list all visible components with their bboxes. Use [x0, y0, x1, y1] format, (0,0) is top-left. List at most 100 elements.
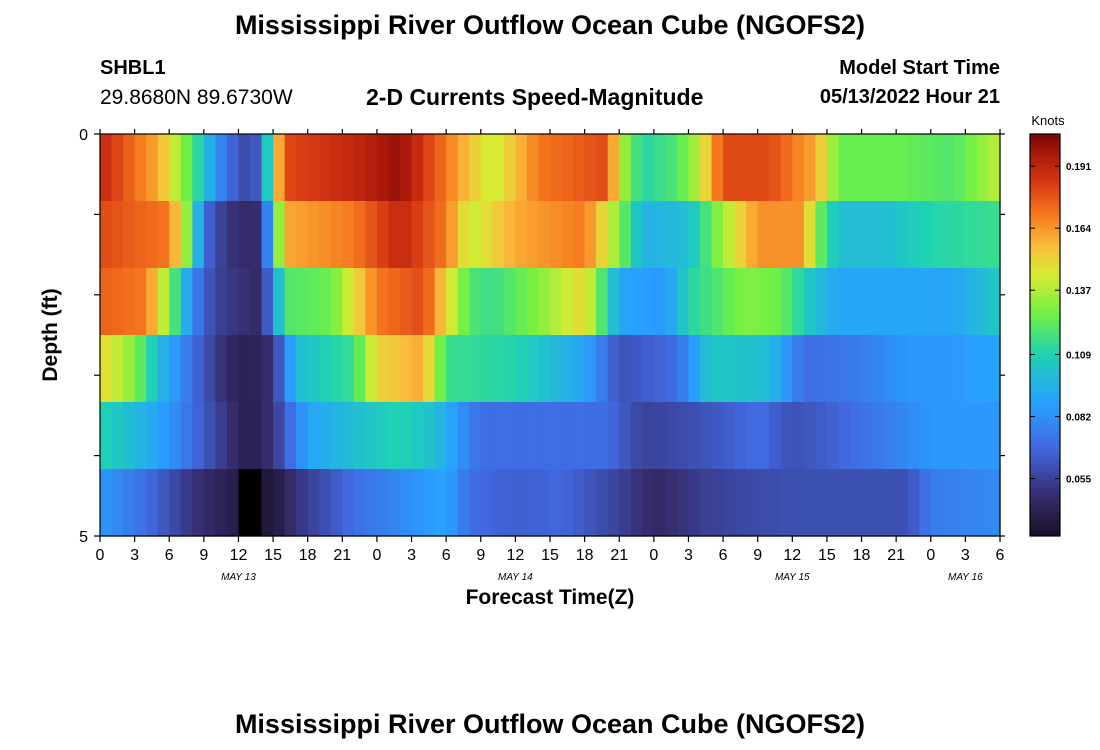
heatmap-cell [676, 134, 690, 202]
heatmap-cell [353, 268, 366, 336]
heatmap-cell [826, 335, 840, 403]
heatmap-cell [388, 402, 401, 470]
heatmap-cell [676, 402, 690, 470]
heatmap-cell [607, 134, 620, 202]
x-tick-label: 6 [442, 547, 451, 564]
heatmap-cell [919, 201, 932, 269]
heatmap-cell [861, 134, 874, 202]
heatmap-cell [676, 335, 690, 403]
heatmap-cell [100, 469, 113, 537]
heatmap-cell [330, 268, 343, 336]
heatmap-cell [319, 268, 332, 336]
heatmap-cell [976, 402, 990, 470]
heatmap-cell [526, 335, 540, 403]
heatmap-cell [930, 268, 943, 336]
heatmap-cell [711, 469, 724, 537]
heatmap-cell [376, 134, 390, 202]
heatmap-cell [146, 469, 159, 537]
heatmap-cell [573, 402, 586, 470]
heatmap-cell [515, 134, 528, 202]
heatmap-cell [469, 134, 482, 202]
heatmap-cell [492, 268, 505, 336]
heatmap-cell [192, 469, 205, 537]
heatmap-cell [769, 134, 782, 202]
heatmap-cell [815, 201, 828, 269]
heatmap-cell [134, 469, 147, 537]
heatmap-cell [434, 335, 447, 403]
heatmap-cell [619, 268, 632, 336]
heatmap-cell [942, 201, 955, 269]
heatmap-cell [653, 268, 666, 336]
heatmap-cell [261, 402, 274, 470]
heatmap-cell [319, 134, 332, 202]
heatmap-cell [561, 134, 574, 202]
heatmap-cell [619, 469, 632, 537]
heatmap-cell [226, 335, 240, 403]
heatmap-cell [492, 335, 505, 403]
heatmap-cell [976, 134, 990, 202]
heatmap-cell [365, 335, 378, 403]
heatmap-cell [942, 268, 955, 336]
heatmap-cell [769, 335, 782, 403]
heatmap-cell [526, 469, 540, 537]
heatmap-cell [803, 469, 816, 537]
heatmap-cell [480, 469, 493, 537]
heatmap-cell [273, 469, 286, 537]
x-tick-label: 18 [299, 547, 317, 564]
heatmap-cell [734, 134, 747, 202]
heatmap-cell [861, 201, 874, 269]
heatmap-cell [838, 134, 851, 202]
heatmap-cell [573, 469, 586, 537]
model-start-label: Model Start Time [839, 57, 1000, 79]
heatmap-cell [746, 469, 759, 537]
heatmap-cell [596, 469, 609, 537]
heatmap-cell [226, 268, 240, 336]
heatmap-cell [630, 402, 643, 470]
heatmap-cell [284, 335, 297, 403]
heatmap-cell [400, 268, 413, 336]
heatmap-cell [803, 134, 816, 202]
x-tick-label: 15 [541, 547, 559, 564]
heatmap-cell [630, 335, 643, 403]
heatmap-cell [123, 268, 136, 336]
x-tick-label: 3 [407, 547, 416, 564]
heatmap-cell [711, 268, 724, 336]
x-tick-label: 9 [753, 547, 762, 564]
x-tick-label: 3 [684, 547, 693, 564]
heatmap-cell [803, 201, 816, 269]
heatmap-cell [550, 201, 563, 269]
heatmap-cell [734, 402, 747, 470]
heatmap-cell [215, 402, 228, 470]
date-label: MAY 13 [221, 572, 256, 583]
heatmap-cell [607, 201, 620, 269]
heatmap-cell [930, 134, 943, 202]
heatmap-cell [942, 402, 955, 470]
heatmap-cell [203, 134, 216, 202]
heatmap-cell [469, 201, 482, 269]
heatmap-cell [169, 335, 182, 403]
heatmap-cell [769, 268, 782, 336]
heatmap-cell [561, 335, 574, 403]
heatmap-cell [296, 402, 309, 470]
heatmap-cell [180, 335, 193, 403]
heatmap-cell [446, 402, 459, 470]
heatmap-cell [446, 134, 459, 202]
heatmap-cell [250, 402, 263, 470]
heatmap-cell [976, 469, 990, 537]
heatmap-cell [769, 402, 782, 470]
heatmap-cell [353, 134, 366, 202]
heatmap-cell [226, 402, 240, 470]
heatmap-cell [815, 134, 828, 202]
heatmap-cell [596, 201, 609, 269]
heatmap-cell [503, 201, 516, 269]
heatmap-cell [111, 469, 124, 537]
heatmap-cell [757, 268, 770, 336]
heatmap-cell [826, 201, 840, 269]
heatmap-cell [100, 134, 113, 202]
heatmap-cell [826, 134, 840, 202]
heatmap-cell [411, 335, 424, 403]
heatmap-cell [873, 201, 886, 269]
heatmap-cell [919, 469, 932, 537]
x-tick-label: 15 [818, 547, 836, 564]
heatmap-cell [850, 402, 863, 470]
